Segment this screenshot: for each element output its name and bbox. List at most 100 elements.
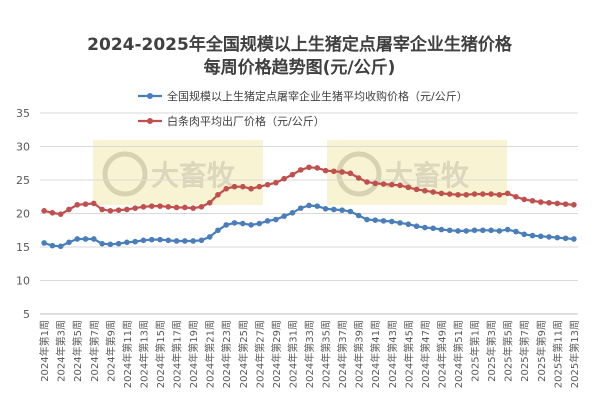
data-point [471,227,478,234]
x-tick-label: 2025年第9周 [535,320,548,382]
data-point [223,222,230,228]
data-point [380,218,387,224]
data-point [347,208,354,215]
data-point [504,190,511,197]
data-point [239,220,246,227]
data-point [537,233,544,240]
data-point [496,228,503,234]
data-point [306,202,312,209]
x-tick-label: 2024年第11周 [121,320,134,388]
data-point [107,208,114,214]
data-point [41,208,47,214]
data-point [413,223,420,230]
data-point [82,236,89,242]
data-point [124,206,130,213]
data-point [231,183,238,190]
x-tick-label: 2024年第51周 [452,320,465,388]
data-point [455,228,461,234]
x-tick-label: 2024年第13周 [137,320,150,388]
legend-marker [147,93,153,99]
data-point [331,168,337,175]
data-point [397,220,403,226]
watermark-logo-icon [102,151,148,197]
x-tick-label: 2024年第25周 [237,320,250,388]
data-point [471,191,478,197]
data-point [546,199,552,206]
data-point [99,240,105,247]
x-tick-label: 2025年第7周 [518,320,531,382]
x-tick-label: 2024年第15周 [154,320,167,388]
x-tick-label: 2024年第39周 [353,320,366,388]
data-point [405,184,412,191]
x-tick-label: 2024年第3周 [55,320,68,382]
data-point [57,243,64,250]
data-point [256,220,263,227]
data-point [239,183,246,190]
x-tick-label: 2025年第13周 [568,320,581,388]
data-point [554,200,561,207]
data-point [314,165,321,171]
data-point [314,203,321,209]
data-point [273,179,279,186]
data-point [496,191,503,198]
data-point [463,228,470,234]
data-point [74,201,81,208]
data-point [529,232,536,239]
data-point [281,175,287,182]
x-tick-label: 2024年第19周 [187,320,200,388]
y-tick-label: 35 [16,107,30,120]
watermark-text: 大畜牧 [151,159,236,192]
data-point [297,205,304,211]
x-tick-label: 2024年第7周 [88,320,101,382]
x-tick-label: 2024年第35周 [320,320,333,388]
data-point [488,191,494,197]
x-tick-label: 2024年第17周 [171,320,184,388]
data-point [388,218,395,225]
x-tick-label: 2025年第3周 [485,320,498,382]
x-tick-label: 2024年第47周 [419,320,432,388]
x-tick-label: 2024年第41周 [369,320,382,388]
data-point [364,179,370,185]
data-point [562,235,569,242]
data-point [446,227,453,234]
data-point [231,220,238,226]
x-tick-label: 2024年第23周 [220,320,233,388]
data-point [157,203,163,209]
data-point [521,231,527,238]
data-point [132,238,138,245]
x-tick-label: 2024年第5周 [71,320,84,382]
data-point [132,205,138,211]
data-point [331,206,337,213]
data-point [422,224,428,231]
x-tick-label: 2024年第45周 [402,320,415,388]
data-point [529,197,536,204]
data-point [140,204,147,210]
data-point [322,167,329,174]
data-point [430,189,436,195]
data-point [256,183,263,190]
data-point [182,204,188,211]
x-tick-label: 2025年第11周 [551,320,564,388]
data-point [173,204,180,211]
x-tick-label: 2024年第21周 [204,320,217,388]
data-point [504,226,511,233]
data-point [322,206,329,212]
legend-label: 白条肉平均出厂价格（元/公斤） [167,114,325,128]
data-point [347,170,354,177]
data-point [273,216,279,223]
data-point [488,227,494,234]
data-point [107,241,114,248]
data-point [297,167,304,173]
data-point [380,181,387,187]
data-point [397,182,403,189]
data-point [99,206,105,213]
data-point [571,201,577,208]
data-point [438,190,445,197]
chart-title: 2024-2025年全国规模以上生猪定点屠宰企业生猪价格 [87,35,512,55]
watermark-text: 大畜牧 [385,159,470,192]
data-point [264,181,271,188]
data-point [248,222,254,228]
data-point [480,227,486,234]
x-tick-label: 2024年第43周 [386,320,399,388]
